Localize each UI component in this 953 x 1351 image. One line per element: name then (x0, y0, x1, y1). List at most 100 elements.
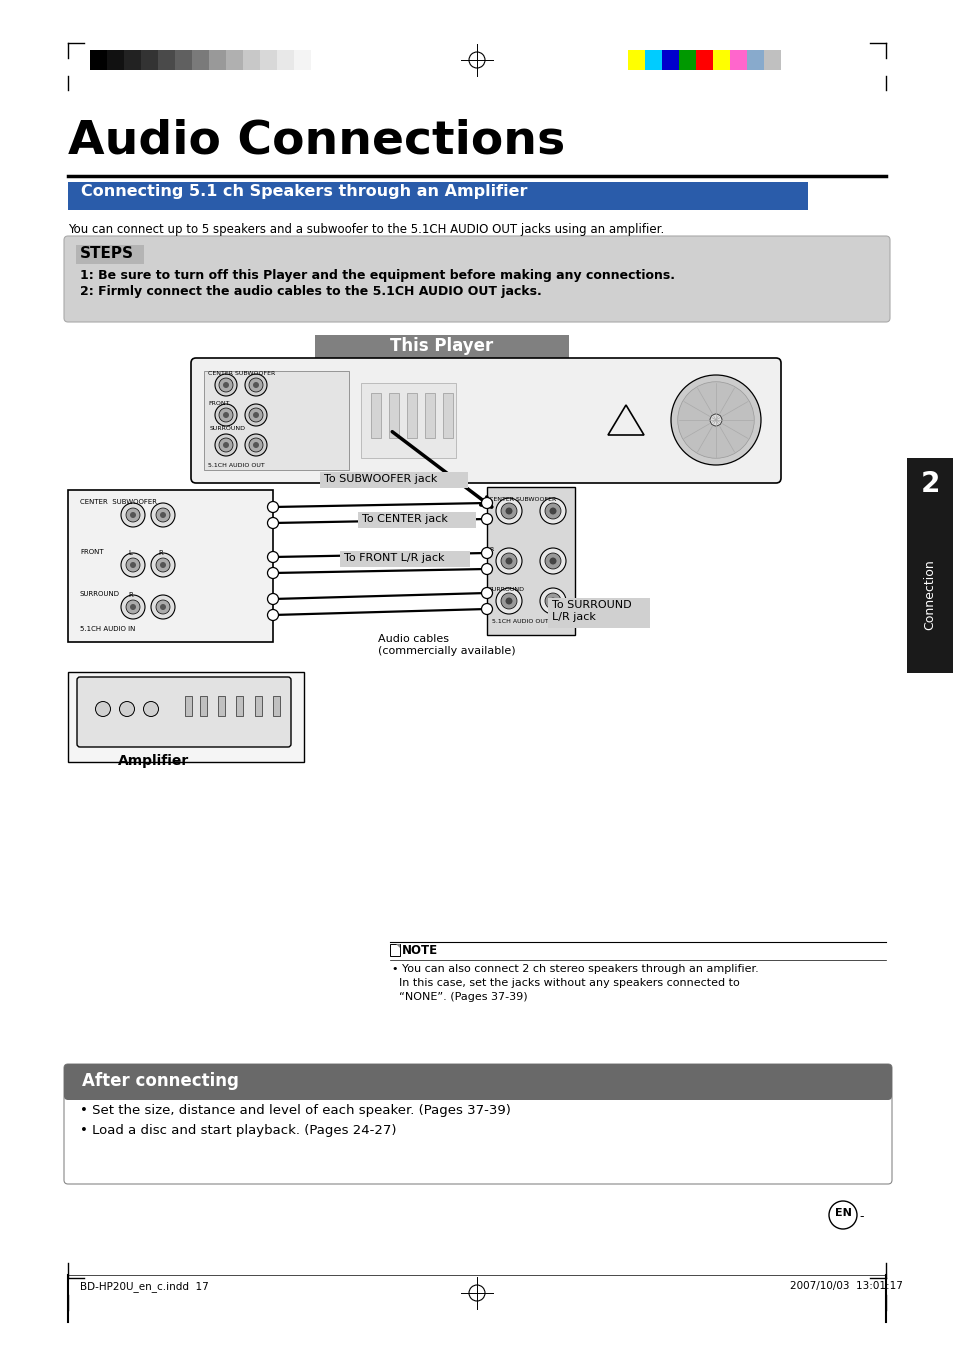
Bar (235, 696, 243, 716)
Circle shape (267, 501, 278, 512)
Text: Audio cables
(commercially available): Audio cables (commercially available) (377, 634, 515, 655)
Circle shape (156, 600, 170, 613)
Bar (763, 50, 781, 70)
Circle shape (481, 497, 492, 508)
Bar (276, 50, 294, 70)
Circle shape (130, 604, 136, 611)
Circle shape (496, 588, 521, 613)
Bar (90, 50, 107, 70)
Circle shape (500, 553, 517, 569)
Circle shape (481, 563, 492, 574)
Text: STEPS: STEPS (80, 246, 133, 261)
Circle shape (267, 551, 278, 562)
Text: SURROUND: SURROUND (210, 426, 246, 431)
Circle shape (267, 609, 278, 620)
Circle shape (677, 382, 754, 458)
Text: Amplifier: Amplifier (118, 754, 190, 767)
Circle shape (500, 593, 517, 609)
Text: 2: Firmly connect the audio cables to the 5.1CH AUDIO OUT jacks.: 2: Firmly connect the audio cables to th… (80, 285, 541, 299)
Circle shape (130, 562, 136, 567)
Circle shape (223, 382, 229, 388)
Bar (424, 393, 435, 438)
Text: R: R (128, 592, 132, 598)
Circle shape (160, 562, 166, 567)
Circle shape (505, 508, 512, 515)
Circle shape (253, 412, 258, 417)
Text: -: - (858, 1210, 862, 1223)
Text: R: R (158, 550, 163, 557)
Circle shape (214, 374, 236, 396)
Circle shape (549, 597, 556, 604)
Circle shape (253, 382, 258, 388)
Bar (254, 696, 262, 716)
Text: 2: 2 (920, 470, 939, 499)
Bar (729, 50, 746, 70)
Circle shape (828, 1201, 856, 1229)
Text: 1: Be sure to turn off this Player and the equipment before making any connectio: 1: Be sure to turn off this Player and t… (80, 269, 675, 282)
Circle shape (126, 600, 140, 613)
Bar (141, 50, 158, 70)
Bar (76, 245, 144, 263)
Bar (390, 944, 399, 957)
Circle shape (160, 512, 166, 517)
Circle shape (143, 701, 158, 716)
Circle shape (126, 558, 140, 571)
Circle shape (245, 404, 267, 426)
Circle shape (709, 413, 721, 426)
Bar (712, 50, 729, 70)
Bar (192, 50, 209, 70)
Circle shape (223, 442, 229, 449)
Circle shape (249, 378, 263, 392)
Text: FRONT: FRONT (208, 401, 230, 407)
Text: This Player: This Player (390, 336, 493, 355)
Circle shape (214, 404, 236, 426)
Circle shape (245, 374, 267, 396)
Text: • Set the size, distance and level of each speaker. (Pages 37-39): • Set the size, distance and level of ea… (80, 1104, 511, 1117)
Circle shape (481, 513, 492, 524)
Bar (314, 335, 568, 361)
Bar (273, 696, 280, 716)
Polygon shape (395, 944, 399, 948)
Bar (547, 598, 649, 628)
Text: To SUBWOOFER jack: To SUBWOOFER jack (324, 474, 436, 484)
Circle shape (219, 378, 233, 392)
Bar (360, 382, 456, 458)
Text: You can connect up to 5 speakers and a subwoofer to the 5.1CH AUDIO OUT jacks us: You can connect up to 5 speakers and a s… (68, 223, 663, 236)
Text: L: L (128, 550, 132, 557)
Circle shape (151, 594, 174, 619)
Circle shape (156, 508, 170, 521)
Bar (486, 486, 575, 635)
Text: 5.1CH AUDIO IN: 5.1CH AUDIO IN (80, 626, 135, 632)
Circle shape (505, 597, 512, 604)
Text: SURROUND: SURROUND (489, 586, 524, 592)
Circle shape (219, 408, 233, 422)
Circle shape (267, 517, 278, 528)
Circle shape (214, 434, 236, 457)
Circle shape (481, 547, 492, 558)
Circle shape (151, 553, 174, 577)
Circle shape (267, 567, 278, 578)
Bar (174, 50, 192, 70)
Text: SURROUND: SURROUND (80, 590, 120, 597)
Circle shape (121, 594, 145, 619)
Circle shape (119, 701, 134, 716)
Text: EN: EN (834, 1208, 850, 1219)
Circle shape (539, 549, 565, 574)
Bar (661, 50, 679, 70)
Circle shape (160, 604, 166, 611)
Bar (442, 393, 453, 438)
Circle shape (544, 503, 560, 519)
Bar (371, 393, 380, 438)
Circle shape (549, 508, 556, 515)
Text: To CENTER jack: To CENTER jack (361, 513, 447, 524)
Circle shape (156, 558, 170, 571)
Bar (644, 50, 661, 70)
Bar (627, 50, 644, 70)
Bar (200, 696, 207, 716)
Bar (243, 50, 260, 70)
Bar (319, 471, 468, 488)
Bar (389, 393, 398, 438)
Bar (407, 393, 416, 438)
Bar (906, 458, 953, 673)
Bar (339, 551, 470, 567)
